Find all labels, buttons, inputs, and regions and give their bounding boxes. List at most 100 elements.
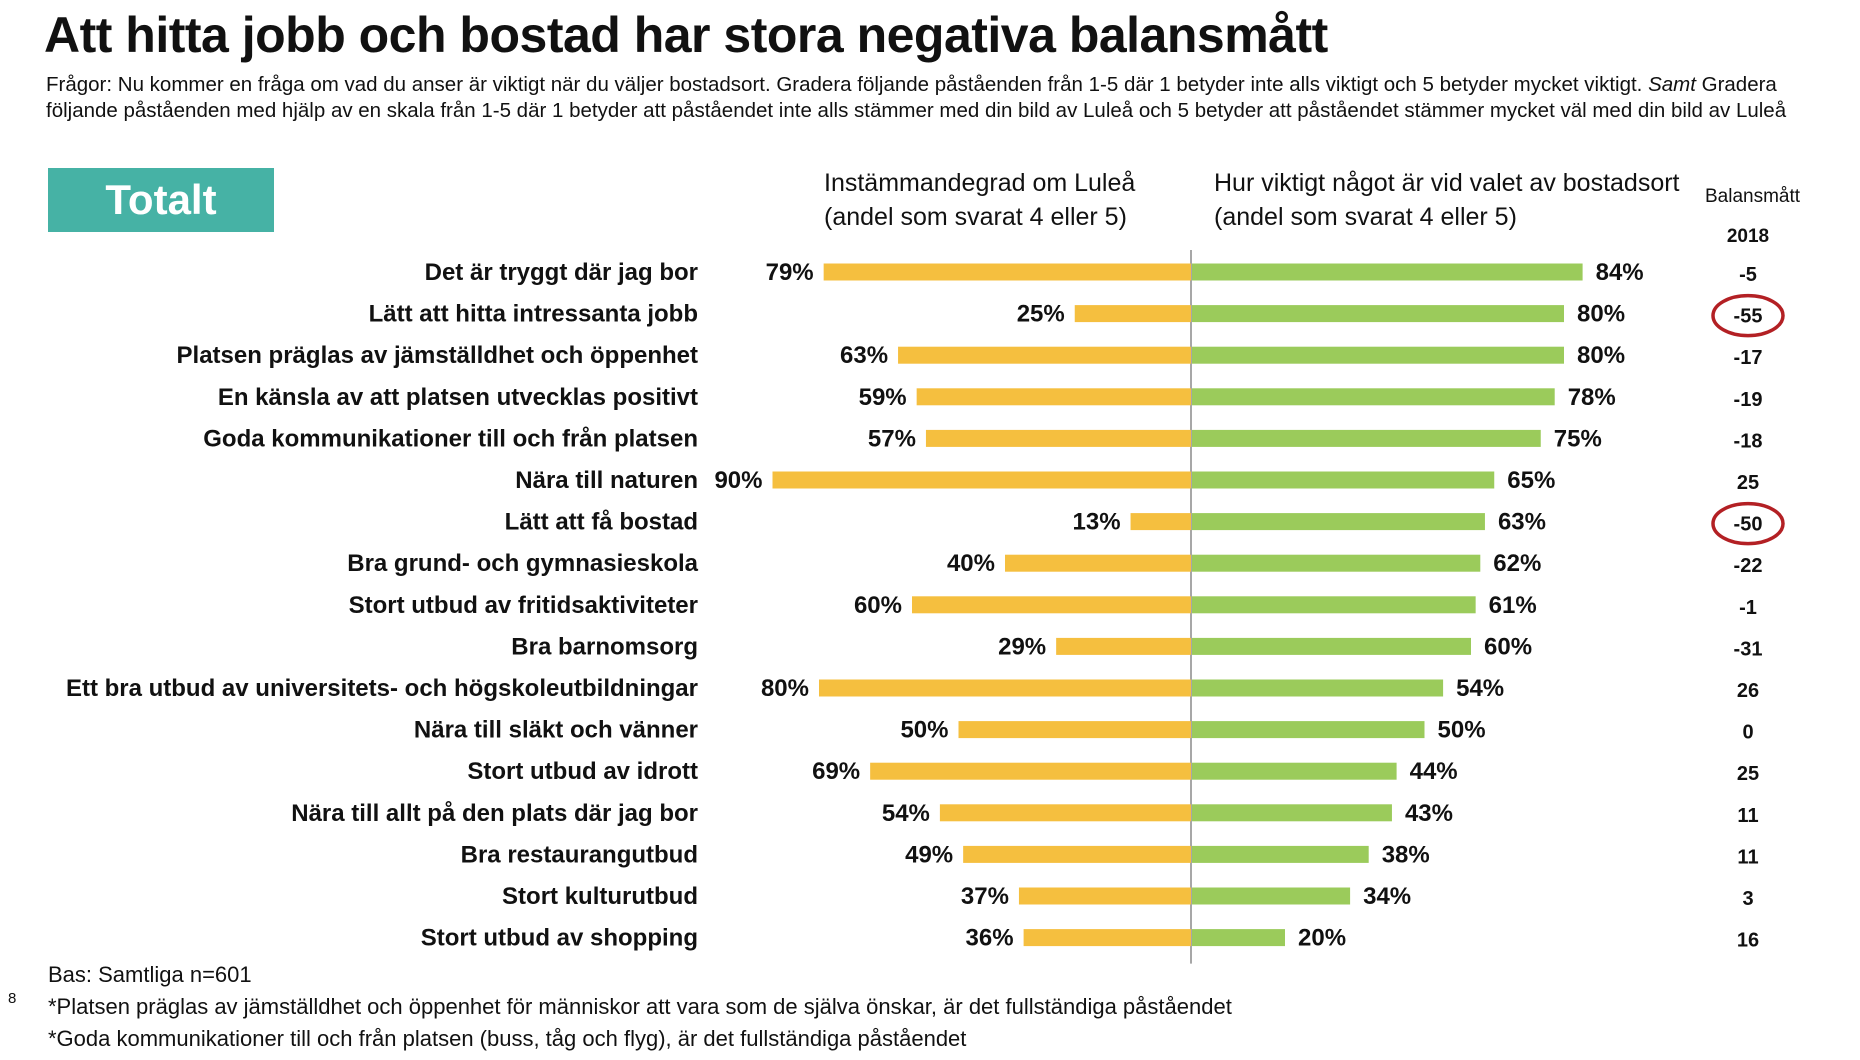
left-value-label: 50% [900, 717, 948, 744]
left-value-label: 59% [859, 384, 907, 411]
right-value-label: 60% [1484, 633, 1532, 660]
balance-year: 2018 [1726, 226, 1770, 247]
left-value-label: 57% [868, 425, 916, 452]
balance-value: -55 [1734, 306, 1763, 328]
left-header-line1: Instämmandegrad om Luleå [824, 169, 1136, 197]
balance-value: -22 [1734, 555, 1763, 577]
right-value-label: 78% [1568, 384, 1616, 411]
balance-value: -5 [1739, 264, 1757, 286]
right-bar [1192, 263, 1583, 281]
right-value-label: 38% [1382, 841, 1430, 868]
category-label: Stort utbud av fritidsaktiviteter [349, 592, 698, 619]
left-value-label: 25% [1017, 301, 1065, 328]
balance-value: 16 [1737, 930, 1759, 952]
footer-note-2: *Goda kommunikationer till och från plat… [48, 1026, 967, 1051]
right-bar [1192, 596, 1476, 614]
category-label: Nära till allt på den plats där jag bor [291, 800, 698, 827]
left-bar [823, 263, 1191, 281]
category-label: Bra barnomsorg [511, 633, 698, 660]
category-label: Stort utbud av idrott [467, 758, 698, 785]
right-bar [1192, 804, 1392, 822]
left-value-label: 54% [882, 800, 930, 827]
category-label: Nära till släkt och vänner [414, 717, 698, 744]
balance-value: 25 [1737, 763, 1759, 785]
right-bar [1192, 887, 1351, 905]
right-value-label: 63% [1498, 509, 1546, 536]
balance-header: Balansmått [1705, 186, 1801, 207]
left-value-label: 49% [905, 841, 953, 868]
left-value-label: 63% [840, 342, 888, 369]
totalt-badge: Totalt [48, 168, 274, 232]
right-value-label: 34% [1363, 883, 1411, 910]
balance-value: 3 [1742, 888, 1753, 910]
left-bar [963, 845, 1191, 863]
category-label: Stort kulturutbud [502, 883, 698, 910]
balance-value: 11 [1737, 805, 1758, 827]
left-value-label: 90% [714, 467, 762, 494]
page-number: 8 [8, 990, 17, 1007]
right-value-label: 54% [1456, 675, 1504, 702]
right-value-label: 65% [1507, 467, 1555, 494]
left-bar [1023, 929, 1191, 947]
right-value-label: 80% [1577, 342, 1625, 369]
category-label: Bra grund- och gymnasieskola [347, 550, 698, 577]
right-bar [1192, 845, 1369, 863]
right-bar [1192, 305, 1564, 323]
footer-base: Bas: Samtliga n=601 [48, 962, 252, 987]
left-value-label: 13% [1073, 509, 1121, 536]
left-bar [870, 762, 1191, 780]
balance-value: 25 [1737, 472, 1759, 494]
left-bar [925, 429, 1191, 447]
right-bar [1192, 388, 1555, 406]
question-main: Frågor: Nu kommer en fråga om vad du ans… [46, 73, 1649, 96]
left-value-label: 60% [854, 592, 902, 619]
category-label: Bra restaurangutbud [461, 841, 698, 868]
left-bar [772, 471, 1191, 489]
balance-value: -19 [1734, 389, 1763, 411]
category-label: Goda kommunikationer till och från plats… [203, 425, 698, 452]
balance-value: 26 [1737, 680, 1759, 702]
question-italic: Samt [1648, 73, 1696, 96]
balance-value: -18 [1734, 430, 1763, 452]
left-bar [916, 388, 1191, 406]
left-bar [898, 346, 1191, 364]
right-bar [1192, 429, 1541, 447]
left-header-line2: (andel som svarat 4 eller 5) [824, 203, 1127, 231]
left-bar [939, 804, 1191, 822]
left-bar [819, 679, 1191, 697]
right-bar [1192, 721, 1425, 739]
right-bar [1192, 554, 1481, 572]
right-header: Hur viktigt något är vid valet av bostad… [1214, 166, 1680, 234]
highlight-circle [1711, 501, 1785, 546]
right-value-label: 20% [1298, 925, 1346, 952]
right-bar [1192, 762, 1397, 780]
right-bar [1192, 513, 1485, 531]
category-label: Lätt att få bostad [505, 509, 698, 536]
balance-value: 0 [1742, 722, 1753, 744]
right-bar [1192, 679, 1444, 697]
balance-value: 11 [1737, 846, 1758, 868]
right-bar [1192, 471, 1495, 489]
left-value-label: 80% [761, 675, 809, 702]
category-label: Platsen präglas av jämställdhet och öppe… [177, 342, 698, 369]
category-label: Ett bra utbud av universitets- och högsk… [66, 675, 698, 702]
balance-value: -50 [1734, 514, 1763, 536]
footer-note-1: *Platsen präglas av jämställdhet och öpp… [48, 994, 1232, 1019]
left-bar [1130, 513, 1191, 531]
left-bar [958, 721, 1191, 739]
left-value-label: 37% [961, 883, 1009, 910]
left-value-label: 69% [812, 758, 860, 785]
left-value-label: 29% [998, 633, 1046, 660]
left-bar [1074, 305, 1191, 323]
right-value-label: 84% [1596, 259, 1644, 286]
right-value-label: 50% [1438, 717, 1486, 744]
right-value-label: 80% [1577, 301, 1625, 328]
left-header: Instämmandegrad om Luleå (andel som svar… [824, 166, 1135, 234]
left-bar [1056, 637, 1191, 655]
balance-value: -17 [1734, 347, 1763, 369]
right-value-label: 75% [1554, 425, 1602, 452]
right-value-label: 44% [1410, 758, 1458, 785]
right-bar [1192, 346, 1564, 364]
category-label: Lätt att hitta intressanta jobb [369, 301, 698, 328]
